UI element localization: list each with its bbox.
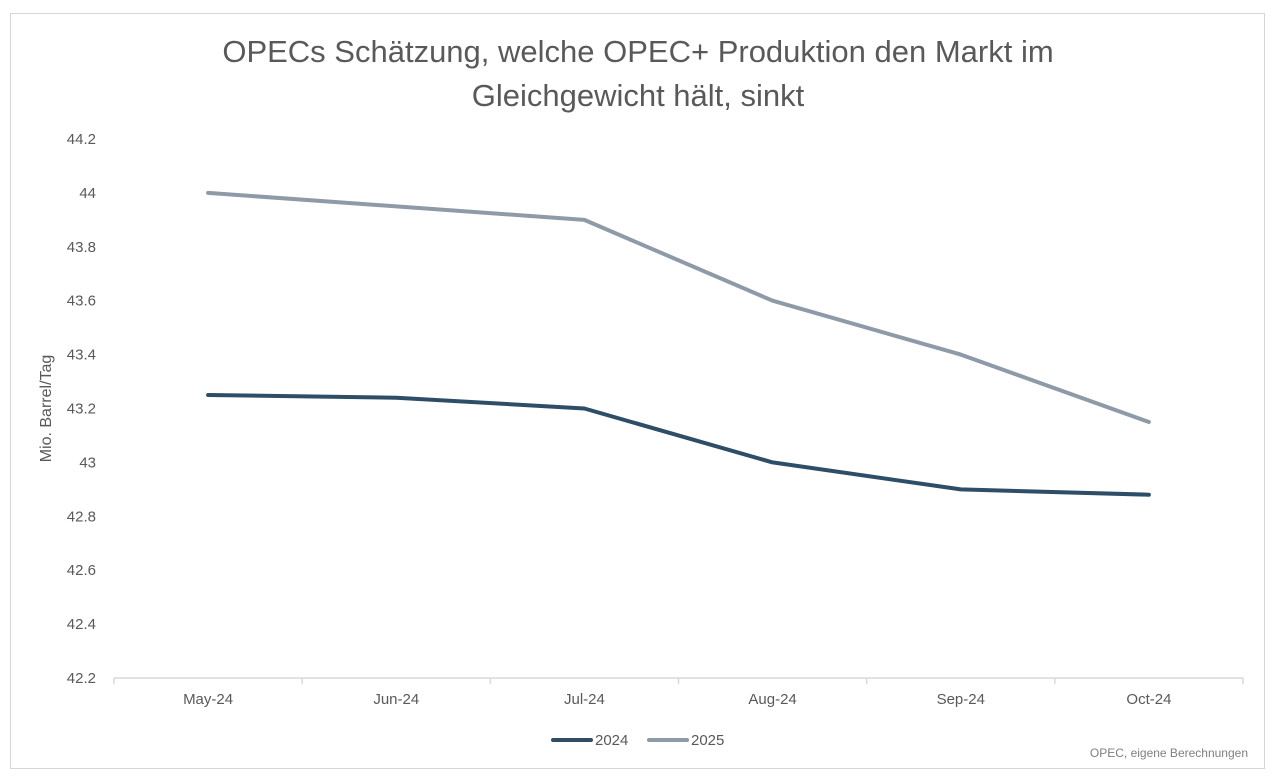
- source-note: OPEC, eigene Berechnungen: [1089, 746, 1248, 760]
- legend-label-2024: 2024: [595, 732, 628, 749]
- y-tick-label: 43: [79, 454, 96, 471]
- y-tick-label: 44: [79, 185, 96, 202]
- legend-label-2025: 2025: [691, 732, 724, 749]
- x-tick-label: Sep-24: [937, 691, 985, 708]
- x-tick-label: Oct-24: [1126, 691, 1171, 708]
- x-tick-label: May-24: [183, 691, 233, 708]
- y-axis-ticks: 42.2 42.4 42.6 42.8 43 43.2 43.4 43.6 43.8 44 44.2: [67, 131, 96, 687]
- legend: 2024 2025: [551, 732, 724, 749]
- chart-title-line-1: OPECs Schätzung, welche OPEC+ Produktion…: [222, 34, 1054, 69]
- y-axis-label: Mio. Barrel/Tag: [38, 355, 55, 463]
- y-tick-label: 42.8: [67, 508, 96, 525]
- y-tick-label: 44.2: [67, 131, 96, 148]
- x-axis-ticks: May-24 Jun-24 Jul-24 Aug-24 Sep-24 Oct-24: [183, 691, 1171, 708]
- y-tick-label: 42.4: [67, 616, 96, 633]
- series-line-2024: [206, 393, 1151, 497]
- chart-title: OPECs Schätzung, welche OPEC+ Produktion…: [0, 30, 1276, 118]
- y-tick-label: 42.2: [67, 670, 96, 687]
- y-tick-label: 43.8: [67, 239, 96, 256]
- x-tick-label: Jun-24: [373, 691, 419, 708]
- y-tick-label: 43.4: [67, 347, 96, 364]
- y-tick-label: 43.2: [67, 401, 96, 418]
- y-tick-label: 42.6: [67, 562, 96, 579]
- x-tick-label: Jul-24: [564, 691, 605, 708]
- chart-frame: [10, 13, 1265, 769]
- series-line-2025: [206, 190, 1151, 424]
- chart-title-line-2: Gleichgewicht hält, sinkt: [471, 78, 805, 113]
- series-lines: [206, 190, 1151, 497]
- x-tick-label: Aug-24: [748, 691, 796, 708]
- x-axis-tick-marks: [113, 678, 1244, 684]
- y-tick-label: 43.6: [67, 293, 96, 310]
